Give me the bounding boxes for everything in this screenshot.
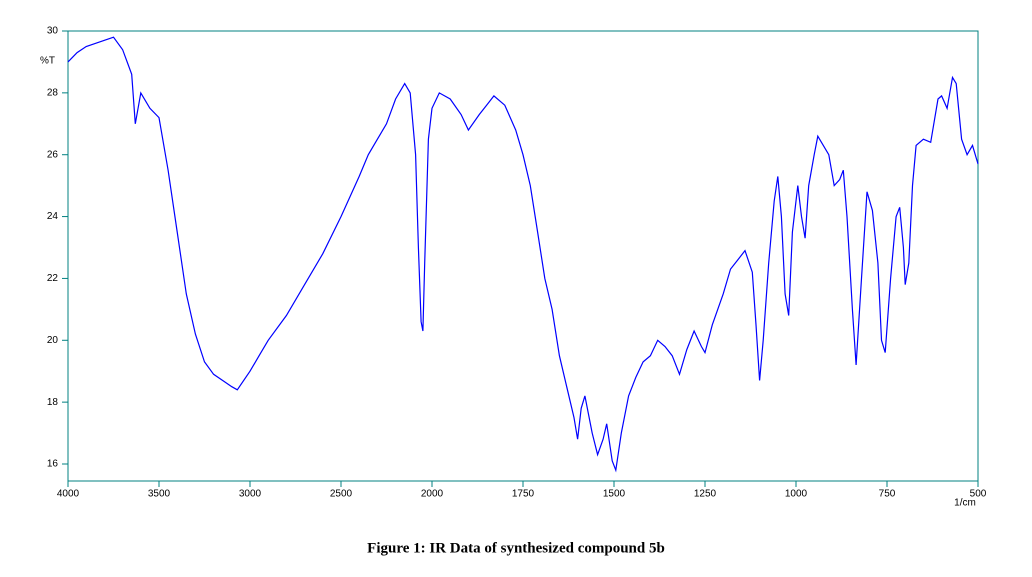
x-tick-label: 1500 [603,489,626,500]
caption: Figure 1: IR Data of synthesized compoun… [367,540,665,556]
y-tick-label: 18 [47,397,59,408]
x-tick-label: 1750 [512,489,535,500]
x-tick-label: 1250 [694,489,717,500]
y-tick-label: 16 [47,459,59,470]
y-tick-label: 20 [47,335,59,346]
plot-frame [67,30,979,482]
x-tick-label: 3000 [239,489,262,500]
spectrum-line [67,36,979,473]
y-tick-label: 24 [47,211,59,222]
y-tick-label: 28 [47,87,59,98]
y-tick-label: 26 [47,149,59,160]
x-tick-label: 750 [879,489,896,500]
y-tick-label: 22 [47,273,59,284]
x-tick-label: 2500 [330,489,353,500]
x-tick-label: 2000 [421,489,444,500]
x-tick-label: 4000 [57,489,80,500]
x-tick-label: 3500 [148,489,171,500]
x-tick-label: 500 [970,489,987,500]
x-axis-label: 1/cm [954,498,976,509]
y-tick-label: 30 [47,26,59,37]
y-axis-label: %T [40,56,55,67]
x-tick-label: 1000 [785,489,808,500]
